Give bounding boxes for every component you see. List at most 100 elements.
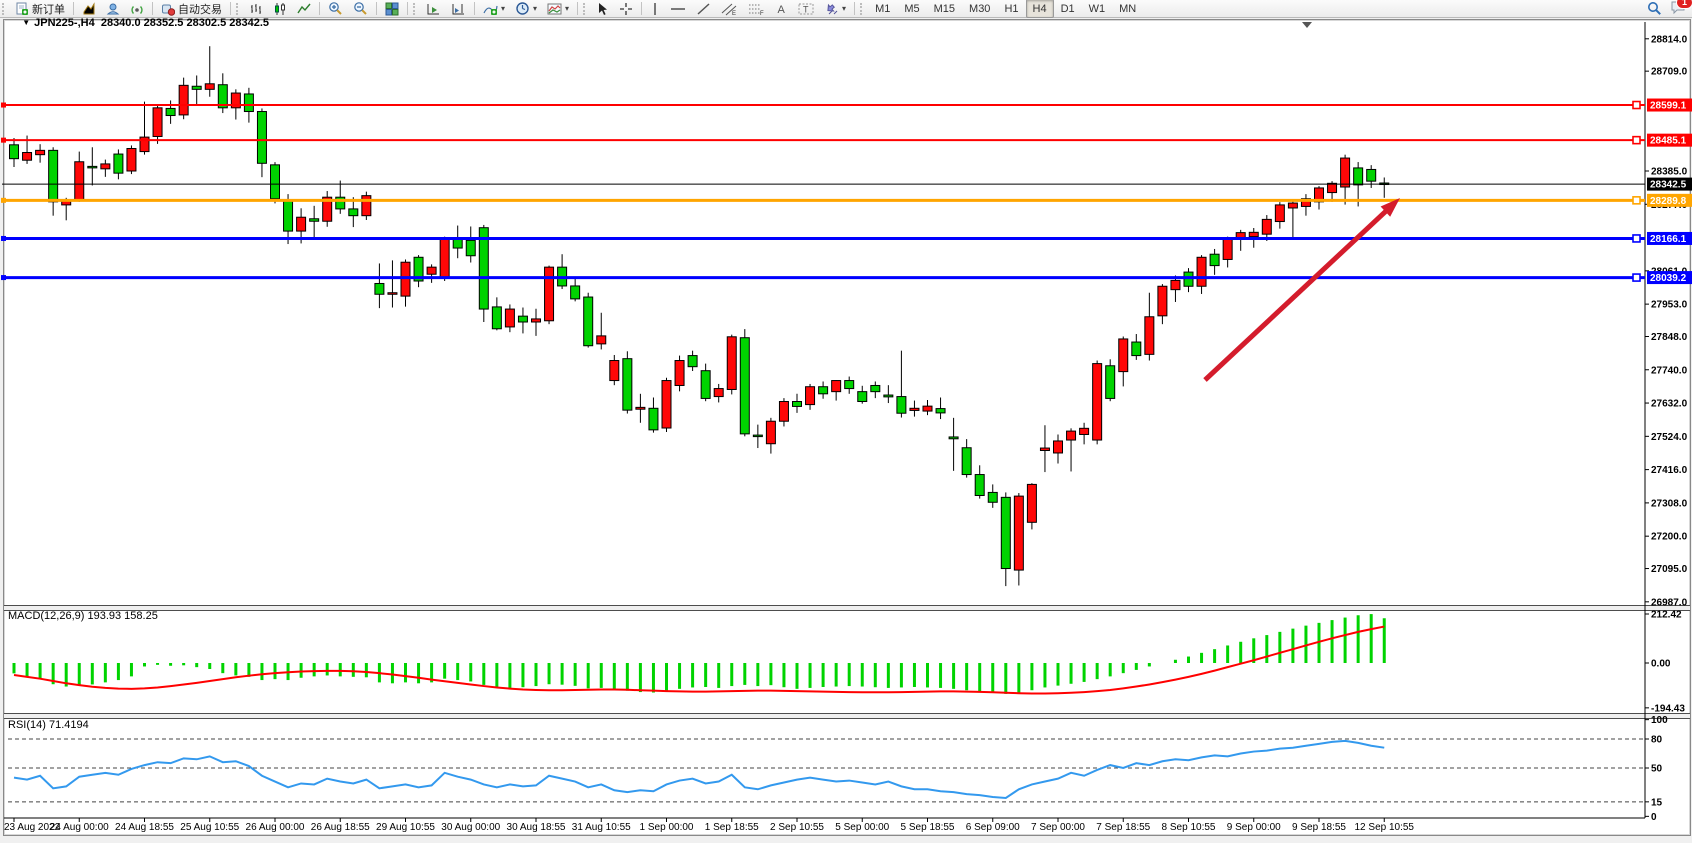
timeframe-button-d1[interactable]: D1 [1060,2,1075,15]
svg-text:T: T [803,4,809,14]
main-toolbar: 新订单 [0,0,1692,18]
crosshair-button[interactable] [614,0,638,18]
periods-button[interactable]: ▾ [510,0,542,18]
trendline-button[interactable] [691,0,716,18]
search-icon[interactable] [1647,1,1662,16]
trendline-icon [697,2,710,15]
dropdown-caret: ▾ [842,3,847,13]
notifications-button[interactable]: 1 [1670,0,1692,18]
new-order-icon [16,2,28,15]
candlestick-chart-icon [275,2,285,15]
toolbar-separator [376,2,377,15]
ohlc-values: 28340.0 28352.5 28302.5 28342.5 [100,17,270,29]
toolbar-separator [319,2,320,15]
auto-trading-icon [162,4,175,16]
text-icon: A [778,4,786,16]
signals-button[interactable] [125,0,149,18]
horizontal-line-icon [671,7,686,10]
equid-channel-button[interactable]: E [716,0,743,18]
indicators-icon [483,5,498,15]
cursor-icon [599,2,608,15]
auto-scroll-button[interactable] [421,0,446,18]
line-chart-icon [297,3,311,13]
tile-windows-icon [385,2,399,15]
timeframe-button-m15[interactable]: M15 [933,2,956,15]
line-chart-button[interactable] [292,0,316,18]
chart-window [3,19,1691,836]
auto-trading-button[interactable]: 自动交易 [156,0,227,18]
text-label-button[interactable]: T [793,0,819,18]
svg-text:E: E [732,11,736,16]
templates-icon [547,3,562,14]
auto-scroll-icon [427,3,439,14]
toolbar-separator [152,2,153,15]
toolbar-gripper[interactable] [583,2,589,15]
bar-chart-button[interactable] [244,0,268,18]
toolbar-separator [641,2,643,15]
crosshair-icon [620,2,633,15]
toolbar-separator [577,2,579,15]
toolbar-separator [474,2,475,15]
toolbar-separator [854,2,856,15]
fibonacci-icon: F [749,4,764,16]
fibonacci-button[interactable]: F [743,0,770,18]
toolbar-separator [73,2,74,15]
status-strip [0,835,1692,843]
new-order-button[interactable]: 新订单 [10,0,70,18]
indicators-button[interactable]: ▾ [478,0,510,18]
zoom-in-icon [329,2,342,15]
new-order-label: 新订单 [32,3,65,16]
toolbar-separator [230,2,231,15]
new-chart-button[interactable] [77,0,101,18]
vertical-line-button[interactable] [645,0,665,18]
zoom-out-button[interactable] [348,0,373,18]
text-button[interactable]: A [770,0,793,18]
toolbar-gripper[interactable] [413,2,419,15]
chart-title-collapse-icon[interactable]: ▼ [22,18,31,27]
arrows-icon [827,3,838,14]
gold-chart-icon [83,1,95,14]
candlestick-chart-button[interactable] [268,0,292,18]
chart-title: ▼ JPN225-,H4 28340.0 28352.5 28302.5 2834… [10,5,269,41]
bar-chart-icon [251,3,261,14]
zoom-in-button[interactable] [323,0,348,18]
chart-shift-icon [452,3,464,14]
pane-splitter-macd[interactable] [4,605,1690,611]
svg-text:A: A [778,4,786,16]
macd-indicator-label: MACD(12,26,9) 193.93 158.25 [8,610,158,622]
templates-button[interactable]: ▾ [542,0,574,18]
timeframe-button-m5[interactable]: M5 [904,2,920,15]
vertical-line-icon [654,2,656,15]
timeframe-toolbar: M1 M5 M15 M30 H1 H4 D1 W1 MN [868,0,1143,18]
notification-badge: 1 [1676,0,1692,9]
symbol-period-label: JPN225-,H4 [34,17,95,29]
toolbar-gripper[interactable] [860,2,866,15]
signal-waves-icon [131,5,143,14]
dropdown-caret: ▾ [565,3,570,13]
timeframe-button-m30[interactable]: M30 [969,2,991,15]
toolbar-separator [407,2,408,15]
timeframe-button-w1[interactable]: W1 [1088,2,1106,15]
profiles-button[interactable] [101,0,125,18]
text-label-icon: T [798,3,814,14]
toolbar-gripper[interactable] [236,2,242,15]
timeframe-button-h4[interactable]: H4 [1025,0,1054,18]
timeframe-button-mn[interactable]: MN [1119,2,1137,15]
dropdown-caret: ▾ [501,3,506,13]
zoom-out-icon [354,2,367,15]
pane-splitter-rsi[interactable] [4,713,1690,719]
cursor-button[interactable] [591,0,614,18]
dropdown-caret: ▾ [533,3,538,13]
clock-icon [516,2,529,15]
tile-windows-button[interactable] [380,0,404,18]
timeframe-button-h1[interactable]: H1 [1004,2,1019,15]
profile-icon [106,3,120,14]
equidistant-channel-icon: E [721,3,737,16]
timeframe-button-m1[interactable]: M1 [875,2,891,15]
auto-trading-label: 自动交易 [178,3,222,16]
toolbar-gripper[interactable] [2,2,8,15]
chart-shift-button[interactable] [446,0,471,18]
horizontal-line-button[interactable] [665,0,691,18]
arrows-button[interactable]: ▾ [819,0,851,18]
